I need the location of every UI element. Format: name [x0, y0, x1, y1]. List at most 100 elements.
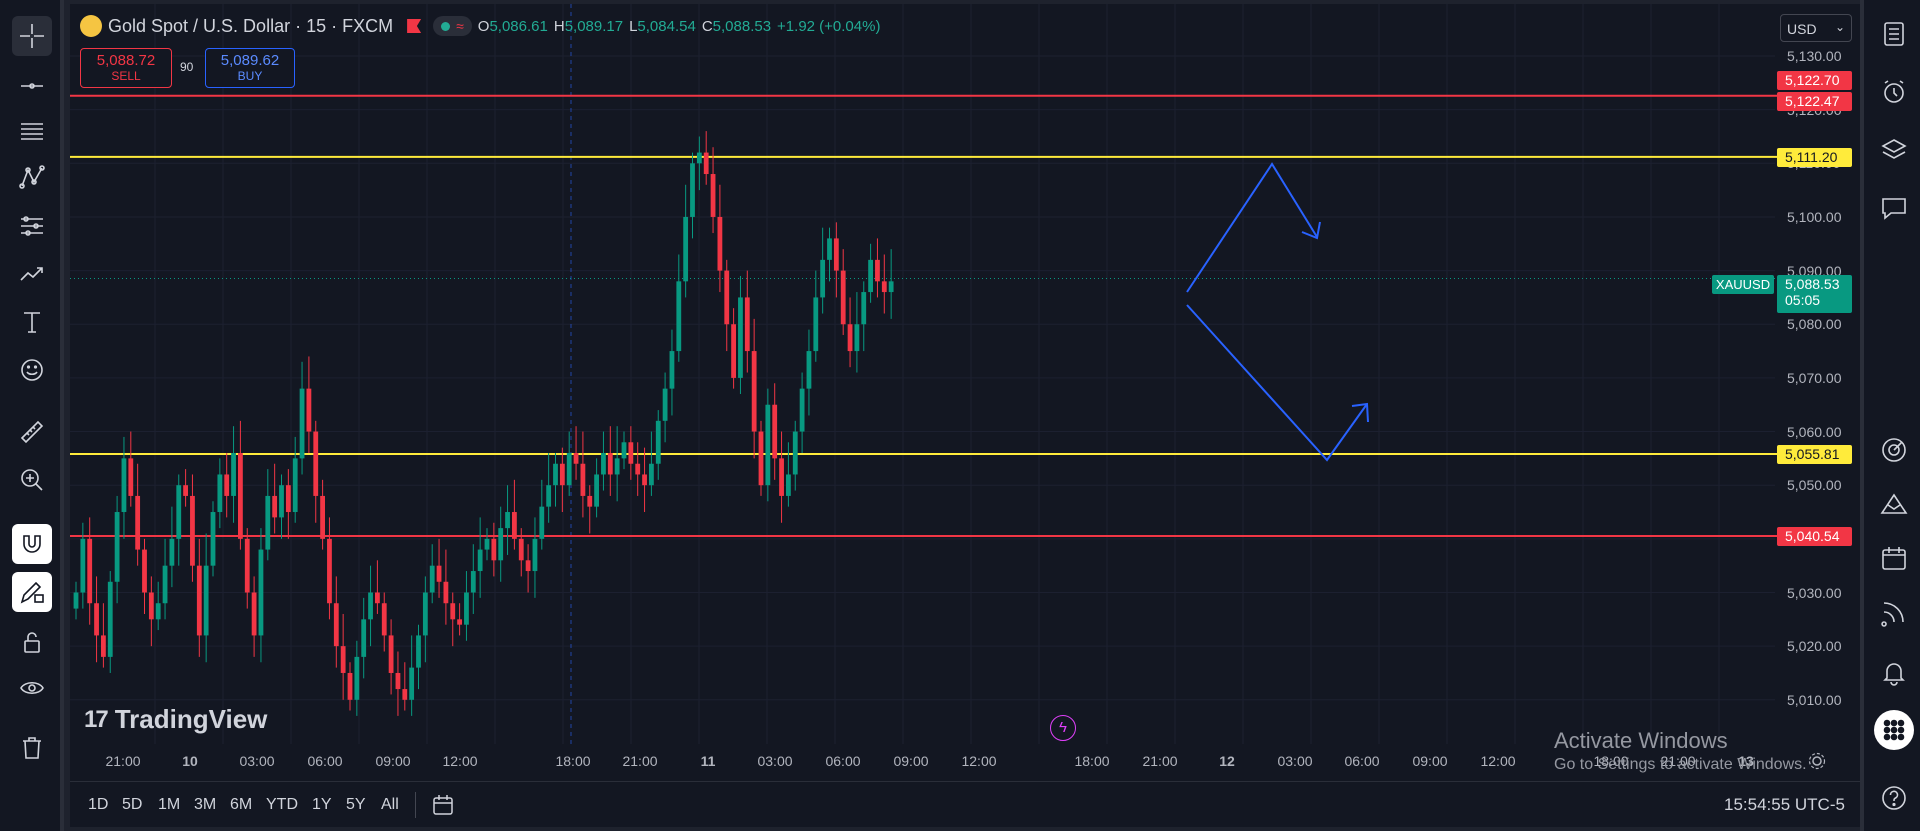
candle-body — [176, 485, 182, 539]
emoji-tool-button[interactable] — [12, 350, 52, 390]
watchlist-button[interactable] — [1874, 14, 1914, 54]
candle-body — [751, 351, 757, 432]
trend-line-tool-button[interactable] — [12, 66, 52, 106]
ohlc-low: L5,084.54 — [629, 17, 696, 35]
remove-drawings-button[interactable] — [12, 728, 52, 768]
activate-windows-notice: Activate Windows Go to Settings to activ… — [1554, 728, 1807, 774]
candle-body — [285, 485, 291, 513]
last-price: 5,088.53 — [1785, 276, 1840, 292]
notifications-button[interactable] — [1874, 652, 1914, 692]
candle-body — [607, 453, 613, 475]
sell-price: 5,088.72 — [96, 52, 156, 69]
candle-body — [717, 216, 723, 271]
lightning-icon[interactable]: ϟ — [1050, 715, 1076, 741]
candle-body — [505, 512, 510, 529]
candle-body — [148, 592, 154, 620]
time-axis-label: 12 — [1219, 753, 1235, 769]
candle-body — [833, 238, 839, 271]
chart-pane[interactable] — [70, 4, 1860, 781]
lock-drawings-button[interactable] — [12, 622, 52, 662]
hide-drawings-button[interactable] — [12, 668, 52, 708]
object-tree-button[interactable] — [1874, 130, 1914, 170]
screener-button[interactable] — [1874, 430, 1914, 470]
projection-tool-button[interactable] — [12, 206, 52, 246]
candle-body — [313, 431, 319, 496]
chart-canvas[interactable] — [70, 4, 1860, 781]
stay-in-drawing-button[interactable] — [12, 572, 52, 612]
price-axis-label: 5,030.00 — [1787, 584, 1842, 601]
market-status-pill[interactable]: ≈ — [433, 16, 472, 36]
range-button-ytd[interactable]: YTD — [266, 796, 298, 813]
text-tool-button[interactable] — [12, 302, 52, 342]
alerts-button[interactable] — [1874, 72, 1914, 112]
price-axis-label: 5,020.00 — [1787, 638, 1842, 655]
candle-body — [594, 474, 599, 507]
left-drawing-toolbar — [0, 0, 64, 831]
range-button-1m[interactable]: 1M — [158, 796, 181, 813]
candle-body — [847, 324, 853, 352]
time-axis-label: 06:00 — [825, 753, 861, 769]
currency-select[interactable]: USD ⌄ — [1780, 14, 1852, 42]
news-stream-button[interactable] — [1874, 592, 1914, 632]
candle-body — [601, 453, 606, 475]
price-axis-label: 5,060.00 — [1787, 423, 1842, 440]
candle-body — [724, 270, 730, 325]
help-button[interactable] — [1874, 778, 1914, 818]
magnet-tool-button[interactable] — [12, 524, 52, 564]
candle-body — [381, 603, 387, 636]
candle-body — [436, 565, 442, 582]
fib-tool-button[interactable] — [12, 112, 52, 152]
candle-body — [190, 495, 195, 566]
candle-body — [320, 495, 325, 539]
candle-body — [553, 463, 558, 486]
range-button-1d[interactable]: 1D — [88, 796, 109, 813]
pattern-tool-button[interactable] — [12, 158, 52, 198]
crosshair-tool-button[interactable] — [12, 16, 52, 56]
candle-body — [422, 592, 428, 636]
forecast-arrow-icon — [20, 267, 43, 281]
time-axis-label: 09:00 — [375, 753, 411, 769]
zoom-tool-button[interactable] — [12, 460, 52, 500]
measure-tool-button[interactable] — [12, 412, 52, 452]
flag-icon[interactable] — [407, 19, 422, 33]
calendar-goto-icon[interactable] — [430, 792, 456, 818]
calendar-button[interactable] — [1874, 538, 1914, 578]
buy-button[interactable]: 5,089.62 BUY — [205, 48, 295, 88]
chats-button[interactable] — [1874, 188, 1914, 228]
forecast-tool-button[interactable] — [12, 254, 52, 294]
pine-editor-button[interactable] — [1874, 484, 1914, 524]
candle-body — [87, 538, 93, 604]
clock-timezone[interactable]: 15:54:55 UTC-5 — [1724, 795, 1845, 814]
candle-body — [347, 672, 353, 700]
range-button-6m[interactable]: 6M — [230, 796, 253, 813]
projection-icon — [21, 216, 43, 236]
time-axis-label: 03:00 — [1277, 753, 1313, 769]
candle-body — [114, 512, 120, 582]
last-price-tag: 5,088.53 05:05 — [1777, 275, 1852, 313]
candle-body — [635, 463, 641, 475]
range-button-1y[interactable]: 1Y — [312, 796, 332, 813]
range-button-5d[interactable]: 5D — [122, 796, 143, 813]
sell-button[interactable]: 5,088.72 SELL — [80, 48, 172, 88]
candle-body — [546, 485, 552, 507]
ohlc-open: O5,086.61 — [477, 17, 548, 35]
tradingview-logo-icon: 17 — [84, 705, 109, 733]
range-button-all[interactable]: All — [381, 796, 399, 813]
candle-body — [484, 538, 490, 550]
candle-body — [238, 453, 243, 539]
candle-body — [402, 689, 408, 700]
symbol-title[interactable]: Gold Spot / U.S. Dollar · 15 · FXCM — [108, 15, 394, 36]
candle-body — [614, 458, 620, 475]
more-apps-button[interactable] — [1874, 710, 1914, 750]
candle-body — [539, 506, 545, 539]
range-button-5y[interactable]: 5Y — [346, 796, 366, 813]
candle-body — [155, 603, 161, 620]
axis-settings-gear-icon[interactable] — [1808, 752, 1826, 770]
candle-body — [210, 512, 216, 566]
time-axis-label: 06:00 — [1344, 753, 1380, 769]
candle-body — [292, 458, 298, 513]
candle-body — [333, 603, 339, 647]
tradingview-watermark[interactable]: 17 TradingView — [84, 704, 267, 735]
range-button-3m[interactable]: 3M — [194, 796, 217, 813]
